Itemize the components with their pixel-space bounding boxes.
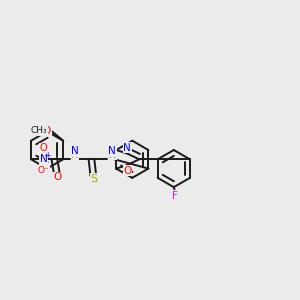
Text: O: O xyxy=(54,172,62,182)
Text: N: N xyxy=(71,146,79,156)
Text: N: N xyxy=(109,146,116,156)
Text: O: O xyxy=(40,143,47,153)
Text: +: + xyxy=(44,151,50,160)
Text: H: H xyxy=(109,150,116,160)
Text: F: F xyxy=(172,191,178,201)
Text: CH₃: CH₃ xyxy=(31,126,47,135)
Text: S: S xyxy=(90,174,98,184)
Text: O: O xyxy=(43,126,51,136)
Text: O⁻: O⁻ xyxy=(38,166,50,175)
Text: O: O xyxy=(123,166,131,176)
Text: H: H xyxy=(71,150,79,160)
Text: N: N xyxy=(124,143,131,153)
Text: N: N xyxy=(40,154,47,164)
